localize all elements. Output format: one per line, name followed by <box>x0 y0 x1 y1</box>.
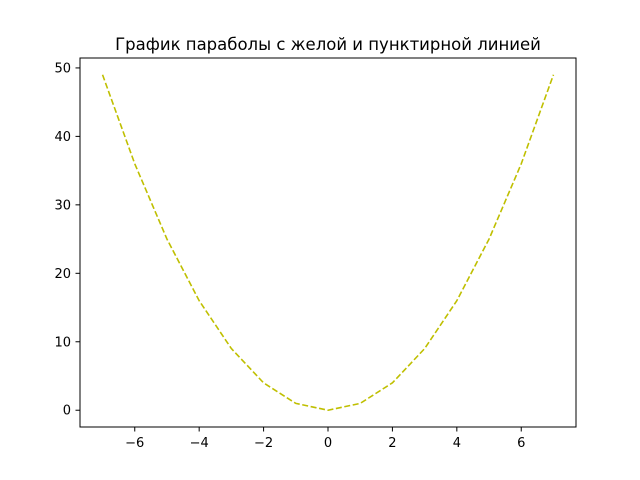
x-tick-label: −2 <box>254 436 273 451</box>
x-tick-label: 0 <box>324 436 332 451</box>
x-tick-label: −4 <box>190 436 209 451</box>
parabola-series-line <box>101 74 555 412</box>
y-tick-label: 0 <box>63 404 71 419</box>
x-tick-label: 6 <box>517 436 525 451</box>
y-tick-label: 30 <box>54 198 71 213</box>
y-tick-label: 10 <box>54 335 71 350</box>
chart-title: График параболы с желой и пунктирной лин… <box>115 35 541 54</box>
x-tick-label: −6 <box>125 436 144 451</box>
series-layer <box>101 74 555 412</box>
x-axis: −6 −4 −2 0 2 4 6 <box>125 427 525 451</box>
x-tick-label: 4 <box>453 436 461 451</box>
y-tick-label: 40 <box>54 130 71 145</box>
x-tick-label: 2 <box>388 436 396 451</box>
y-tick-label: 20 <box>54 267 71 282</box>
y-tick-label: 50 <box>54 61 71 76</box>
plot-area <box>79 57 577 428</box>
axes-frame <box>79 57 577 428</box>
y-axis: 0 10 20 30 40 50 <box>54 61 80 419</box>
